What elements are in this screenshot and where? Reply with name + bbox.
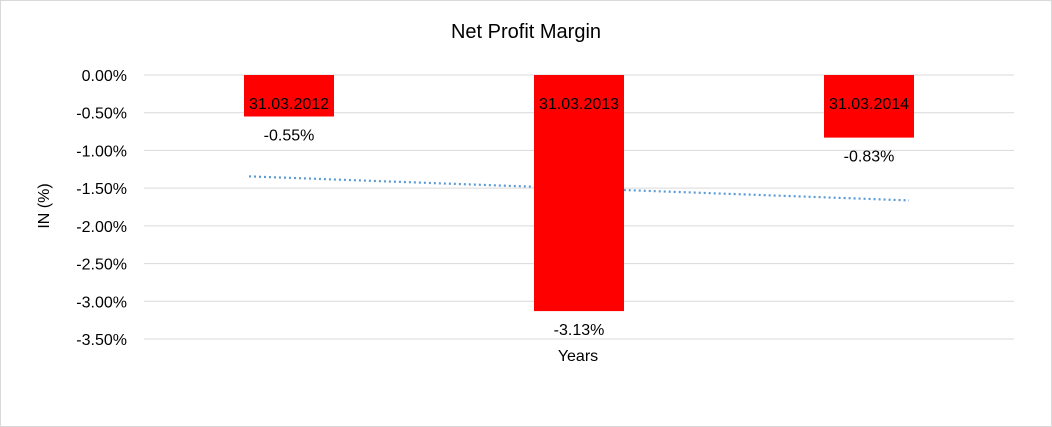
y-tick-label: -2.00%: [76, 219, 127, 236]
bar: [824, 75, 914, 138]
data-label: -0.55%: [264, 127, 315, 144]
bar: [534, 75, 624, 312]
data-label: -3.13%: [554, 322, 605, 339]
labels: 31.03.2012 31.03.2013 31.03.2014 -0.55% -3.1…: [249, 96, 909, 339]
y-tick-label: -3.00%: [76, 294, 127, 311]
y-axis-label: IN (%): [36, 183, 53, 228]
bar: [244, 75, 334, 117]
category-label: 31.03.2014: [829, 96, 909, 113]
chart-title: Net Profit Margin: [451, 21, 601, 43]
bars: [244, 75, 914, 312]
y-tick-label: -3.50%: [76, 332, 127, 349]
y-tick-label: -1.50%: [76, 181, 127, 198]
category-label: 31.03.2012: [249, 96, 329, 113]
x-axis-label: Years: [558, 348, 598, 365]
y-tick-label: 0.00%: [82, 68, 127, 85]
y-axis-ticks: 0.00% -0.50% -1.00% -1.50% -2.00% -2.50% -3.00…: [76, 68, 127, 349]
category-label: 31.03.2013: [539, 96, 619, 113]
y-tick-label: -1.00%: [76, 143, 127, 160]
data-label: -0.83%: [844, 149, 895, 166]
y-tick-label: -2.50%: [76, 257, 127, 274]
y-tick-label: -0.50%: [76, 106, 127, 123]
